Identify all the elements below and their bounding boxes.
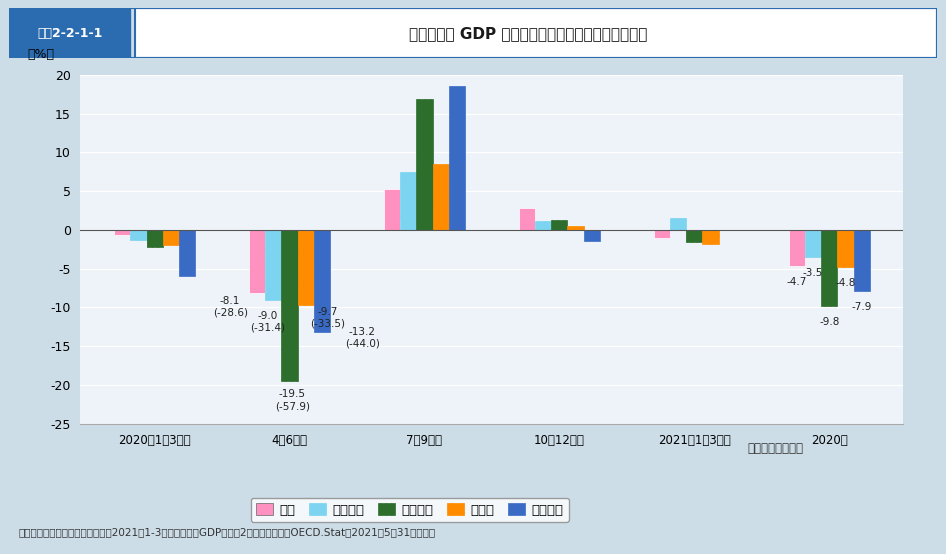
- Text: -9.7: -9.7: [317, 307, 338, 317]
- Bar: [114, 230, 131, 234]
- Text: -3.5: -3.5: [803, 268, 823, 278]
- Text: （）内は年率換算: （）内は年率換算: [747, 442, 804, 454]
- Bar: [432, 164, 448, 230]
- Bar: [400, 172, 416, 230]
- Text: -9.8: -9.8: [819, 317, 839, 327]
- Text: (-33.5): (-33.5): [310, 319, 344, 329]
- Bar: [670, 218, 686, 230]
- Bar: [535, 222, 552, 230]
- Bar: [179, 230, 195, 276]
- Bar: [416, 99, 432, 230]
- Bar: [702, 230, 719, 244]
- Bar: [519, 208, 535, 230]
- Text: 各国の実質 GDP 成長率の推移（季節調整済前期比）: 各国の実質 GDP 成長率の推移（季節調整済前期比）: [410, 25, 648, 41]
- Text: (-31.4): (-31.4): [251, 323, 286, 333]
- Bar: [448, 86, 464, 230]
- Bar: [314, 230, 330, 332]
- Text: -4.8: -4.8: [835, 278, 855, 288]
- Text: 図表2-2-1-1: 図表2-2-1-1: [37, 27, 102, 40]
- Bar: [163, 230, 179, 245]
- Text: 資料：内阁府「国民経済計算」（2021年1-3月期四半期別GDP速報（2次速報値））、OECD.Stat（2021年5月31日現在）: 資料：内阁府「国民経済計算」（2021年1-3月期四半期別GDP速報（2次速報値…: [19, 527, 436, 537]
- Bar: [837, 230, 853, 267]
- Bar: [249, 230, 265, 293]
- Bar: [282, 230, 298, 381]
- Text: -4.7: -4.7: [787, 277, 807, 287]
- Bar: [384, 189, 400, 230]
- Bar: [568, 226, 584, 230]
- Bar: [821, 230, 837, 306]
- Bar: [298, 230, 314, 305]
- Bar: [552, 220, 568, 230]
- Text: -7.9: -7.9: [851, 302, 872, 312]
- Text: (-28.6): (-28.6): [213, 307, 248, 317]
- Bar: [853, 230, 869, 291]
- Bar: [147, 230, 163, 247]
- Text: (-44.0): (-44.0): [345, 338, 380, 348]
- Bar: [686, 230, 702, 242]
- FancyBboxPatch shape: [134, 8, 937, 58]
- Text: -8.1: -8.1: [220, 296, 240, 306]
- Legend: 日本, アメリカ, イギリス, ドイツ, フランス: 日本, アメリカ, イギリス, ドイツ, フランス: [251, 497, 569, 522]
- Bar: [131, 230, 147, 240]
- Bar: [265, 230, 282, 300]
- Bar: [789, 230, 805, 266]
- Bar: [654, 230, 670, 238]
- Bar: [584, 230, 600, 241]
- Text: (-57.9): (-57.9): [274, 402, 309, 412]
- Text: -13.2: -13.2: [349, 327, 376, 337]
- Text: -19.5: -19.5: [279, 389, 306, 399]
- Bar: [805, 230, 821, 257]
- FancyBboxPatch shape: [9, 8, 130, 58]
- Text: （%）: （%）: [26, 48, 54, 61]
- Text: -9.0: -9.0: [258, 311, 278, 321]
